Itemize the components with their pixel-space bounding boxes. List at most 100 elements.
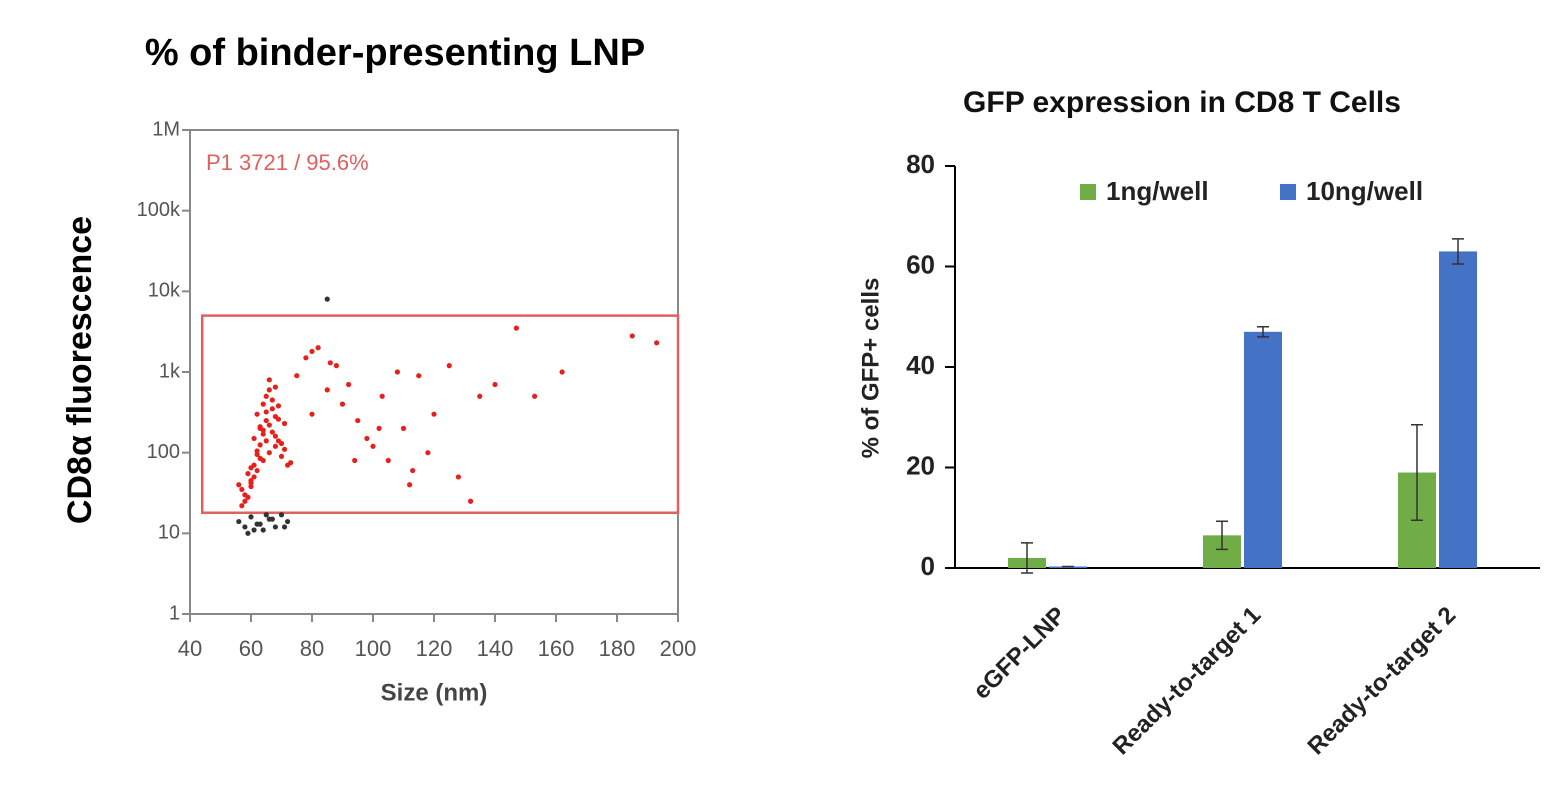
x-tick-label: 180: [599, 636, 636, 661]
scatter-point: [455, 474, 461, 480]
y-tick-label: 40: [906, 350, 935, 380]
y-tick-label: 1k: [159, 360, 181, 382]
error-bar: [1452, 238, 1464, 265]
x-tick-label: eGFP-LNP: [968, 602, 1071, 705]
scatter-point: [532, 393, 538, 399]
scatter-point: [309, 411, 315, 417]
scatter-point: [248, 514, 254, 520]
scatter-point: [559, 369, 565, 375]
scatter-point: [272, 524, 278, 530]
error-bar: [1021, 542, 1033, 574]
scatter-point: [629, 333, 635, 339]
y-axis-label: CD8α fluorescence: [61, 216, 99, 524]
scatter-point: [339, 401, 346, 407]
scatter-point: [269, 406, 275, 412]
scatter-point: [266, 422, 272, 428]
scatter-point: [281, 420, 288, 427]
scatter-point: [309, 348, 315, 355]
scatter-point: [257, 455, 263, 461]
scatter-point: [257, 521, 263, 527]
error-bar: [1257, 326, 1269, 338]
scatter-point: [370, 443, 376, 449]
scatter-point: [376, 425, 382, 431]
x-tick-label: Ready-to-target 1: [1108, 602, 1267, 761]
scatter-point: [315, 345, 321, 351]
y-axis-label: % of GFP+ cells: [857, 278, 884, 459]
scatter-point: [400, 425, 407, 431]
y-tick-label: 100: [147, 441, 180, 463]
scatter-point: [251, 435, 257, 442]
x-tick-label: 100: [355, 636, 392, 661]
scatter-point: [242, 498, 248, 504]
scatter-point: [266, 377, 272, 383]
scatter-point: [364, 435, 370, 442]
scatter-point: [513, 325, 519, 331]
scatter-point: [269, 429, 275, 435]
x-tick-label: 80: [300, 636, 324, 661]
scatter-point: [254, 411, 260, 417]
scatter-point: [245, 494, 251, 500]
scatter-point: [248, 480, 254, 486]
scatter-point: [254, 467, 260, 474]
error-bar: [1411, 424, 1423, 522]
y-tick-label: 1: [169, 602, 180, 624]
scatter-point: [260, 527, 266, 533]
scatter-point: [352, 457, 358, 464]
scatter-point: [278, 512, 285, 518]
scatter-point: [654, 340, 660, 346]
scatter-point: [254, 448, 260, 454]
bar: [1244, 331, 1282, 568]
scatter-point: [492, 381, 498, 388]
gate-annotation: P1 3721 / 95.6%: [206, 150, 369, 175]
scatter-point: [263, 393, 269, 399]
scatter-point: [410, 467, 416, 474]
scatter-point: [407, 482, 413, 488]
x-tick-label: 140: [477, 636, 514, 661]
y-tick-label: 0: [921, 551, 935, 581]
scatter-point: [269, 397, 275, 403]
scatter-point: [266, 450, 272, 456]
scatter-point: [263, 512, 269, 518]
scatter-point: [425, 450, 431, 456]
x-tick-label: 200: [660, 636, 697, 661]
x-tick-label: 120: [416, 636, 453, 661]
scatter-point: [327, 360, 333, 366]
legend-swatch: [1080, 184, 1096, 200]
x-tick-label: 40: [178, 636, 202, 661]
scatter-point: [272, 384, 278, 390]
scatter-point: [272, 413, 278, 420]
scatter-point: [446, 363, 452, 369]
scatter-point: [263, 438, 269, 444]
chart-title: GFP expression in CD8 T Cells: [963, 86, 1401, 119]
legend-label: 1ng/well: [1106, 176, 1209, 206]
scatter-point: [477, 393, 483, 399]
bar: [1049, 566, 1087, 568]
scatter-point: [355, 417, 361, 424]
y-tick-label: 20: [906, 450, 935, 480]
scatter-point: [324, 296, 330, 302]
scatter-point: [285, 518, 291, 525]
scatter-point: [242, 524, 248, 530]
scatter-point: [303, 355, 309, 361]
scatter-point: [385, 457, 391, 464]
scatter-point: [251, 462, 257, 468]
x-tick-label: Ready-to-target 2: [1303, 602, 1462, 761]
scatter-point: [263, 417, 269, 424]
scatter-point: [294, 373, 300, 379]
y-tick-label: 80: [906, 149, 935, 179]
scatter-point: [263, 409, 269, 415]
y-tick-label: 1M: [152, 118, 180, 140]
legend-swatch: [1280, 184, 1296, 200]
scatter-point: [260, 431, 266, 437]
legend-label: 10ng/well: [1306, 176, 1423, 206]
scatter-point: [278, 440, 285, 447]
scatter-point: [236, 518, 242, 525]
scatter-point: [272, 433, 278, 439]
x-tick-label: 60: [239, 636, 263, 661]
scatter-point: [394, 369, 400, 375]
scatter-point: [379, 393, 385, 399]
scatter-point: [431, 411, 437, 417]
scatter-point: [239, 486, 245, 493]
scatter-point: [245, 530, 251, 536]
scatter-point: [251, 474, 257, 480]
